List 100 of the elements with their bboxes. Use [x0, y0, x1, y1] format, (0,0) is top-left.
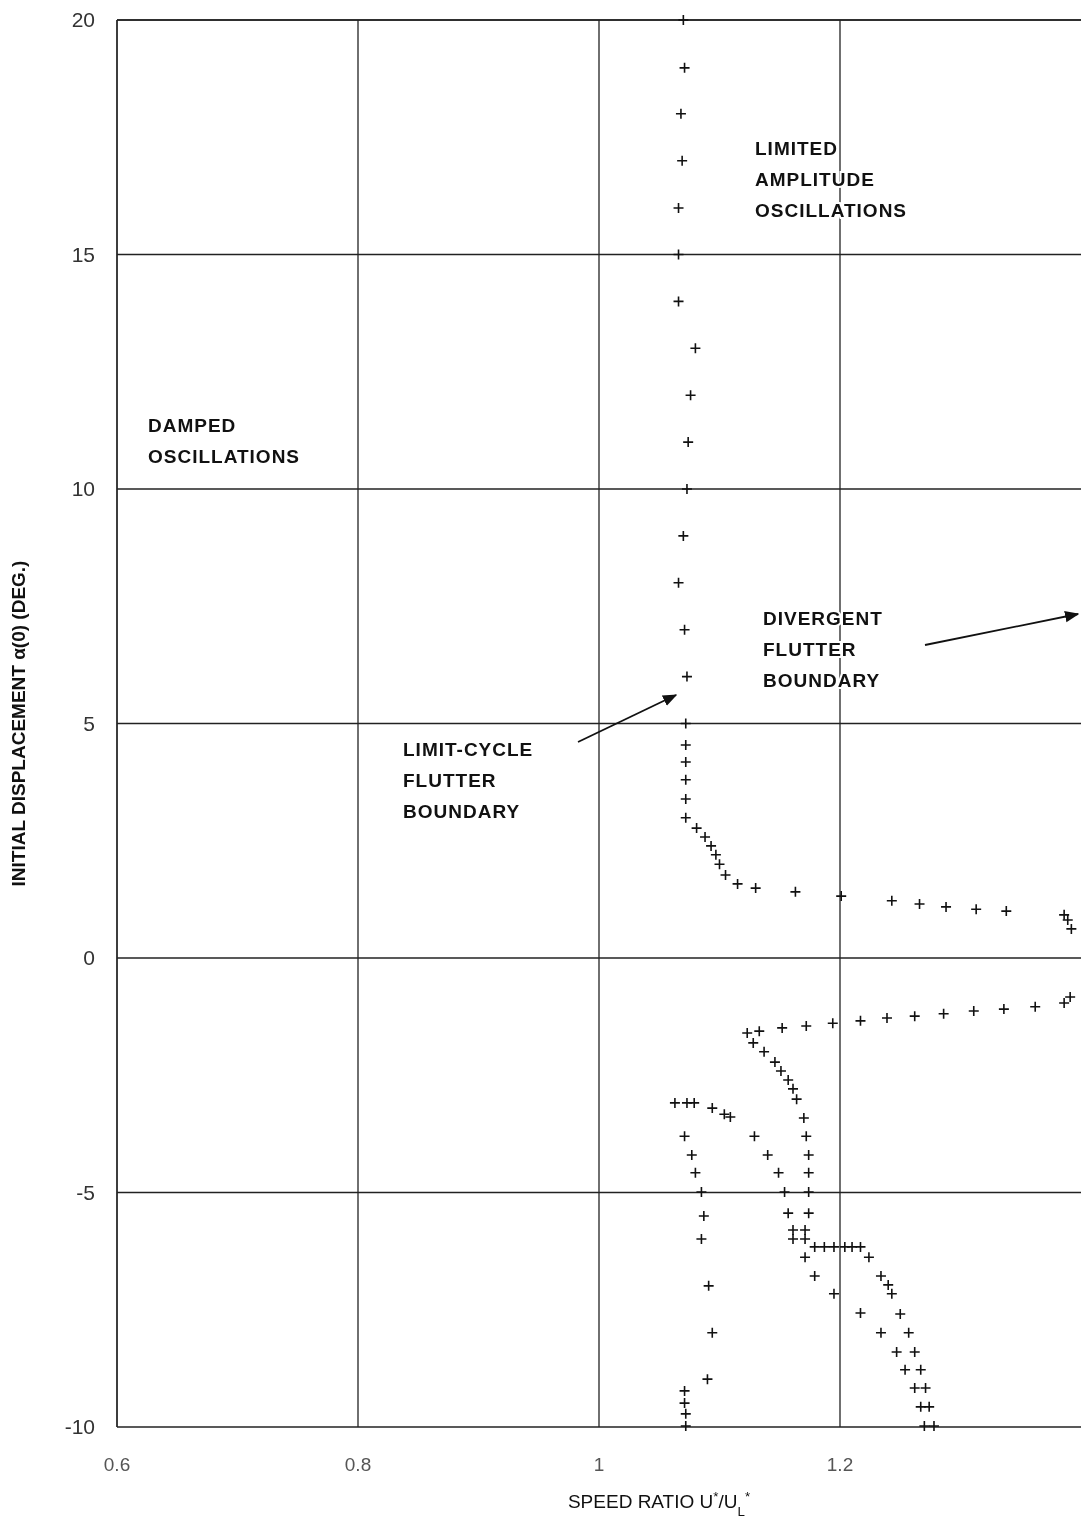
point — [1029, 1000, 1042, 1013]
point — [679, 1408, 692, 1420]
point — [863, 1251, 875, 1264]
y-tick-label: 10 — [71, 477, 95, 501]
point — [698, 1210, 710, 1222]
point — [875, 1326, 887, 1339]
point — [1065, 923, 1078, 935]
point — [914, 1363, 927, 1376]
point — [753, 1025, 766, 1037]
point — [710, 849, 722, 861]
point — [678, 1385, 691, 1397]
point — [899, 1363, 911, 1376]
point — [679, 756, 692, 768]
point — [937, 1008, 950, 1020]
point — [685, 1149, 698, 1161]
y-tick-label: 0 — [83, 946, 95, 970]
point — [749, 882, 762, 894]
point — [713, 858, 726, 870]
point — [747, 1037, 760, 1049]
point — [731, 878, 744, 890]
point — [914, 1401, 927, 1413]
point — [782, 1074, 794, 1086]
y-axis-title: INITIAL DISPLACEMENT α(0) (DEG.) — [8, 560, 29, 887]
point — [719, 869, 732, 881]
point — [894, 1308, 907, 1320]
point — [799, 1251, 811, 1264]
point — [672, 295, 685, 308]
point — [798, 1112, 810, 1124]
point — [706, 1102, 719, 1114]
point — [679, 717, 692, 730]
point — [828, 1241, 840, 1253]
point — [769, 1056, 781, 1068]
point — [886, 1288, 898, 1300]
point — [802, 1149, 815, 1161]
point — [790, 1093, 803, 1105]
point — [802, 1167, 815, 1179]
point — [782, 1207, 794, 1219]
point — [761, 1149, 774, 1161]
y-tick-label: 15 — [71, 242, 95, 266]
point — [854, 1241, 867, 1253]
point — [678, 623, 691, 636]
point — [775, 1065, 787, 1077]
point — [684, 389, 697, 401]
point — [695, 1186, 708, 1198]
point — [679, 1420, 692, 1432]
point — [787, 1224, 799, 1236]
point — [998, 1003, 1010, 1015]
point — [1058, 997, 1070, 1009]
point — [772, 1167, 785, 1179]
point — [818, 1241, 831, 1253]
point — [778, 1186, 791, 1198]
point — [902, 1326, 915, 1339]
x-tick-label: 0.8 — [344, 1454, 372, 1475]
x-tick-label: 0.6 — [103, 1454, 131, 1475]
point — [854, 1307, 867, 1319]
point — [677, 530, 690, 542]
point — [882, 1279, 894, 1291]
point — [690, 822, 703, 834]
point — [701, 1373, 714, 1385]
point — [918, 1420, 931, 1432]
point — [689, 1167, 702, 1179]
point — [678, 1397, 691, 1409]
point — [675, 108, 687, 120]
point — [802, 1186, 815, 1198]
point — [776, 1022, 788, 1034]
point — [679, 773, 692, 786]
point — [679, 811, 692, 824]
point — [679, 739, 692, 751]
point — [908, 1010, 921, 1022]
point — [681, 483, 693, 495]
point — [835, 890, 848, 902]
point — [669, 1097, 681, 1109]
point — [799, 1224, 811, 1236]
point — [705, 840, 717, 852]
point — [787, 1083, 799, 1095]
point — [828, 1288, 840, 1300]
point — [846, 1241, 858, 1253]
point — [672, 248, 685, 261]
point — [799, 1233, 811, 1245]
point — [908, 1346, 921, 1358]
annotation: LIMIT-CYCLE FLUTTER BOUNDARY — [403, 739, 534, 822]
x-tick-label: 1 — [593, 1454, 605, 1475]
point — [890, 1346, 903, 1358]
point — [875, 1270, 887, 1282]
point — [741, 1027, 754, 1039]
point — [908, 1382, 921, 1394]
point — [854, 1015, 867, 1027]
point — [681, 670, 693, 683]
x-tick-label: 1.2 — [826, 1454, 854, 1475]
point — [789, 886, 802, 898]
point — [787, 1233, 799, 1245]
point — [808, 1241, 821, 1253]
point — [702, 1280, 715, 1292]
point — [677, 14, 690, 26]
point — [678, 62, 691, 74]
point — [676, 154, 688, 167]
point — [1064, 991, 1076, 1003]
point — [672, 577, 685, 589]
point — [748, 1130, 761, 1143]
point — [928, 1420, 940, 1432]
